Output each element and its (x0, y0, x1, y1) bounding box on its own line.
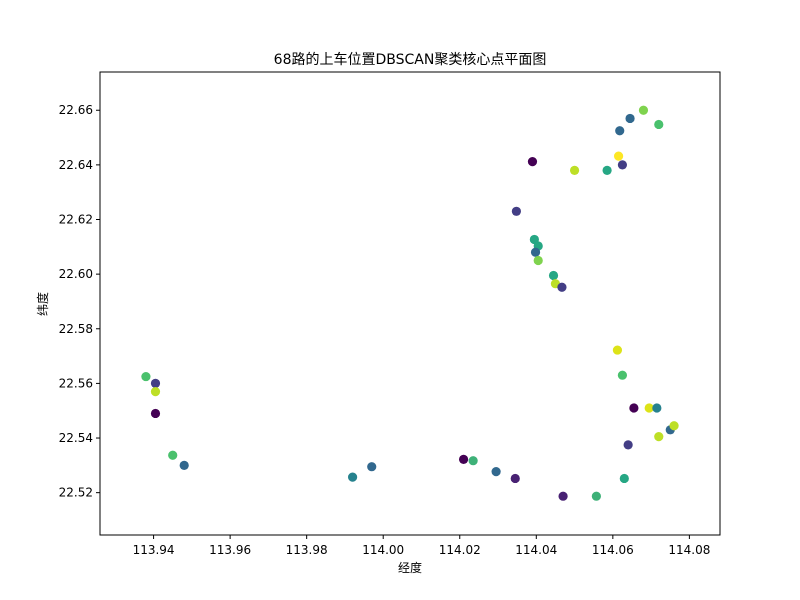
data-point (347, 472, 358, 482)
data-point (179, 460, 189, 470)
y-tick-label: 22.66 (59, 103, 93, 117)
data-point (629, 403, 639, 413)
data-point (530, 247, 541, 257)
y-tick-label: 22.54 (59, 431, 93, 445)
data-point (617, 160, 628, 170)
data-point (638, 105, 649, 115)
y-tick-label: 22.62 (59, 213, 93, 227)
data-point (569, 165, 580, 175)
x-axis-label: 经度 (398, 560, 422, 575)
data-point (557, 282, 567, 292)
data-point (527, 157, 538, 167)
y-tick-label: 22.64 (59, 158, 93, 172)
data-point (613, 151, 624, 161)
x-axis-ticks: 113.94 113.96 113.98 114.00 114.02 114.04 114.… (133, 535, 710, 557)
data-point (615, 126, 625, 136)
y-tick-label: 22.52 (59, 486, 93, 500)
y-tick-label: 22.56 (59, 376, 93, 390)
x-tick-label: 114.06 (592, 543, 634, 557)
x-tick-label: 113.98 (286, 543, 328, 557)
plot-frame (99, 71, 721, 536)
chart-title: 68路的上车位置DBSCAN聚类核心点平面图 (274, 51, 547, 68)
x-tick-label: 114.00 (362, 543, 404, 557)
x-tick-label: 114.08 (668, 543, 710, 557)
data-point (654, 432, 664, 442)
data-point (510, 473, 520, 484)
y-tick-label: 22.58 (59, 322, 93, 336)
points-layer (141, 105, 679, 501)
data-point (367, 462, 377, 472)
data-point (491, 467, 501, 477)
data-point (458, 454, 469, 464)
y-tick-label: 22.60 (59, 267, 93, 281)
data-point (602, 165, 612, 175)
data-point (652, 403, 662, 413)
x-tick-label: 113.96 (209, 543, 251, 557)
data-point (141, 371, 151, 382)
data-point (548, 270, 559, 281)
data-point (468, 456, 478, 466)
data-point (168, 450, 178, 460)
data-point (533, 255, 543, 266)
data-point (619, 473, 629, 484)
y-axis-ticks: 22.52 22.54 22.56 22.58 22.60 22.62 22.64 22.66 (59, 103, 100, 500)
data-point (623, 440, 633, 450)
data-point (591, 491, 601, 501)
data-point (617, 370, 628, 380)
data-point (150, 378, 161, 388)
data-point (511, 206, 521, 216)
data-point (625, 113, 635, 124)
data-point (654, 119, 664, 130)
data-point (612, 345, 623, 355)
data-point (150, 386, 161, 397)
data-point (150, 408, 161, 419)
y-axis-label: 纬度 (35, 292, 50, 316)
x-tick-label: 114.02 (439, 543, 481, 557)
x-tick-label: 114.04 (515, 543, 557, 557)
data-point (669, 421, 679, 431)
data-point (558, 491, 568, 501)
data-point (644, 403, 654, 413)
x-tick-label: 113.94 (133, 543, 175, 557)
